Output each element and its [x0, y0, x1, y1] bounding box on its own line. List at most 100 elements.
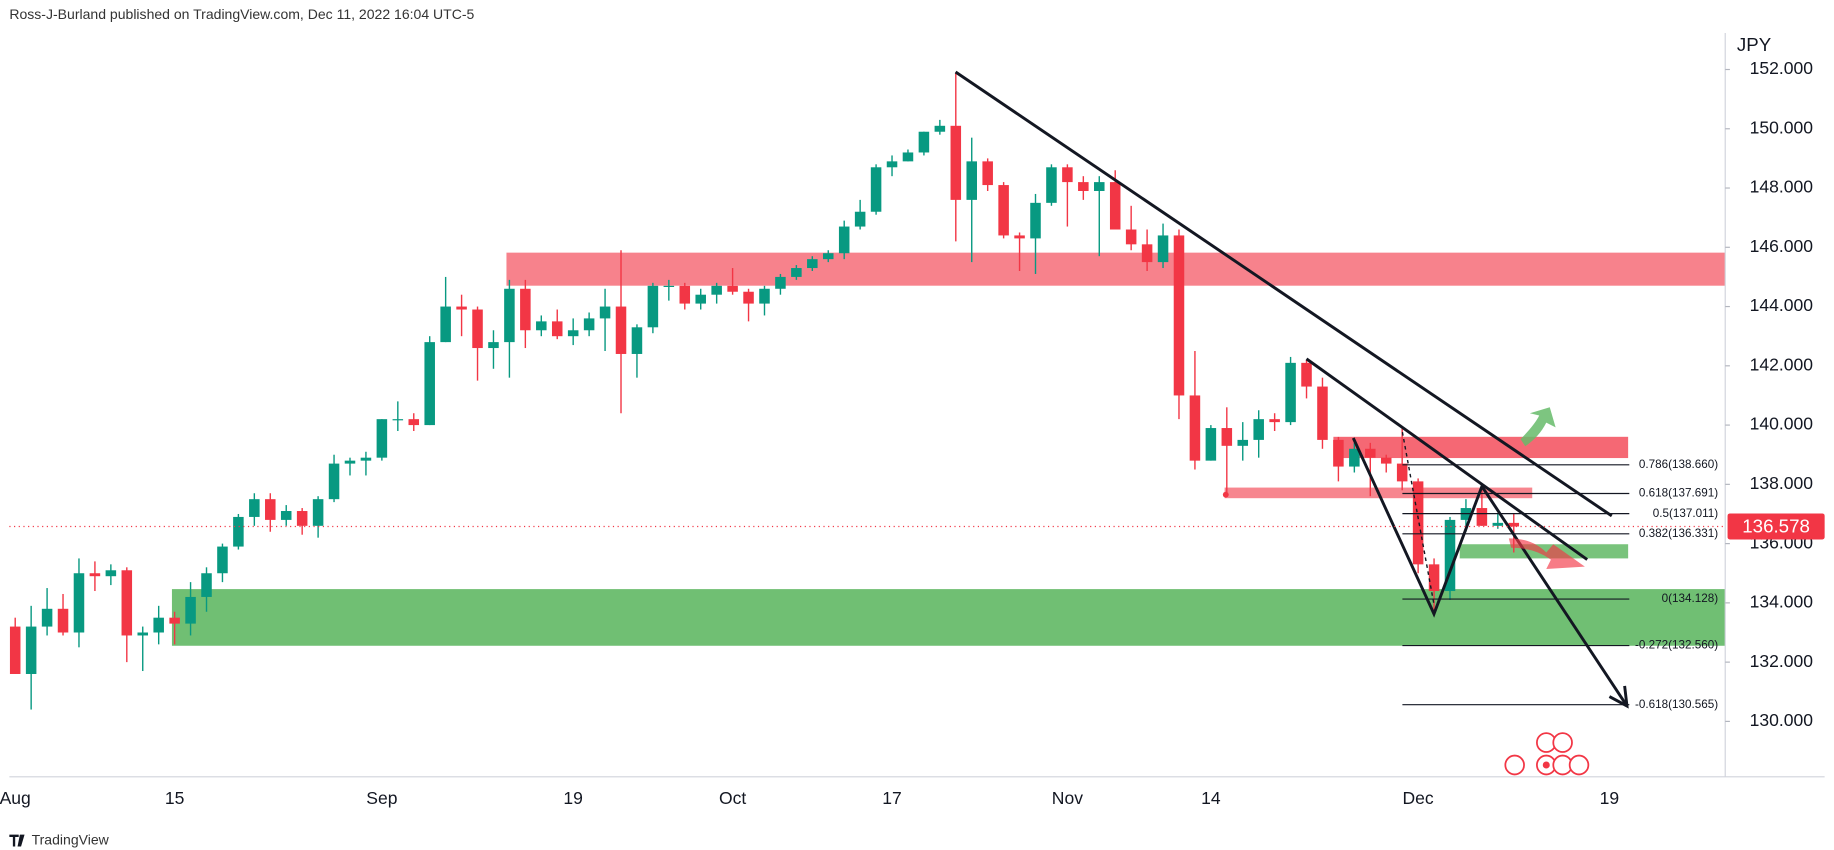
candle-body	[89, 573, 101, 577]
candle-body	[551, 321, 563, 337]
y-tick-label: 142.000	[1750, 354, 1814, 374]
candle-body	[647, 285, 659, 328]
x-tick-label: 19	[1600, 788, 1620, 808]
y-tick-label: 138.000	[1750, 473, 1814, 493]
candle-body	[1078, 182, 1089, 191]
candle-body	[567, 330, 579, 337]
candle-body	[1221, 428, 1233, 446]
event-icons	[1504, 732, 1590, 776]
candle-body	[328, 463, 340, 500]
candle-body	[631, 327, 643, 354]
candle-body	[1380, 457, 1392, 464]
header: Ross-J-Burland published on TradingView.…	[9, 6, 474, 22]
candle-body	[583, 318, 595, 331]
candles	[9, 72, 1520, 710]
currency: JPY	[1737, 34, 1772, 55]
candle-body	[807, 259, 818, 269]
y-tick-label: 148.000	[1750, 177, 1814, 197]
fib-label: -0.272(132.560)	[1635, 639, 1718, 652]
candle-body	[1428, 564, 1440, 592]
candle-body	[870, 167, 882, 212]
candle-body	[1508, 522, 1520, 527]
candle-body	[312, 499, 324, 526]
candle-body	[599, 306, 611, 319]
bullish-arrow	[1520, 407, 1556, 447]
event-icon	[1552, 732, 1573, 753]
candle-body	[169, 617, 180, 624]
candle-body	[440, 306, 451, 343]
candle-body	[488, 342, 499, 349]
candle-body	[520, 288, 531, 331]
candle-body	[105, 570, 117, 577]
candle-body	[998, 185, 1009, 236]
candle-body	[424, 342, 435, 426]
y-tick-label: 134.000	[1750, 591, 1814, 611]
candle-body	[536, 321, 547, 331]
candle-body	[791, 268, 802, 277]
candle-body	[1189, 395, 1201, 461]
candle-body	[695, 294, 706, 304]
candle-body	[265, 499, 276, 520]
candle-body	[854, 211, 866, 227]
y-tick-label: 146.000	[1750, 236, 1814, 256]
candle-body	[1412, 481, 1424, 565]
candle-body	[838, 226, 850, 254]
x-tick-label: Oct	[719, 788, 746, 808]
candle-body	[504, 288, 515, 343]
last-price-box	[1727, 513, 1825, 540]
candle-body	[1476, 508, 1488, 526]
candle-body	[982, 161, 993, 186]
candle-body	[1205, 428, 1217, 461]
candle-body	[25, 626, 37, 674]
candle-body	[360, 457, 372, 461]
candle-body	[1094, 182, 1105, 191]
candle-body	[1301, 362, 1312, 387]
candle-body	[1317, 386, 1328, 440]
candle-body	[1237, 439, 1249, 446]
fib-label: 0.786(138.660)	[1639, 458, 1718, 471]
candle-body	[1062, 167, 1073, 183]
candle-body	[201, 573, 212, 597]
resistance-zone	[1333, 436, 1629, 459]
candle-body	[1349, 448, 1360, 467]
candle-body	[249, 499, 260, 517]
candle-body	[137, 632, 149, 636]
fib-label: -0.618(130.565)	[1635, 698, 1718, 711]
candle-body	[950, 125, 962, 200]
plot-area: Ross-J-Burland published on TradingView.…	[0, 6, 1825, 847]
candle-body	[1253, 419, 1264, 440]
candle-body	[1492, 522, 1504, 526]
candle-body	[57, 608, 69, 633]
fib-label: 0.5(137.011)	[1653, 507, 1719, 520]
candle-body	[185, 596, 196, 624]
x-tick-label: Sep	[366, 788, 397, 808]
x-tick-label: Aug	[0, 788, 31, 808]
candle-body	[966, 161, 978, 200]
candle-body	[679, 285, 691, 304]
candle-body	[217, 546, 228, 574]
brand-logo	[9, 834, 25, 847]
y-tick-label: 152.000	[1750, 58, 1814, 78]
candle-body	[1444, 519, 1456, 592]
fib-label: 0.618(137.691)	[1639, 487, 1718, 500]
fib-label: 0(134.128)	[1662, 592, 1719, 605]
candle-body	[392, 419, 404, 421]
candle-body	[121, 570, 133, 636]
candle-body	[1141, 244, 1153, 263]
candle-body	[9, 626, 21, 674]
candle-body	[663, 285, 675, 287]
pattern-line	[1351, 437, 1629, 707]
candle-body	[727, 285, 738, 292]
candle-body	[918, 131, 930, 153]
fib-levels: 0.786(138.660) 0.618(137.691) 0.5(137.011)…	[1402, 458, 1718, 711]
candle-body	[615, 306, 627, 354]
y-tick-label: 132.000	[1750, 651, 1814, 671]
bearish-arrow	[1508, 538, 1585, 570]
candle-body	[934, 125, 946, 132]
y-tick-label: 144.000	[1750, 295, 1814, 315]
x-tick-label: 15	[165, 788, 185, 808]
dashed-line	[1401, 431, 1435, 605]
candle-body	[1014, 235, 1025, 239]
